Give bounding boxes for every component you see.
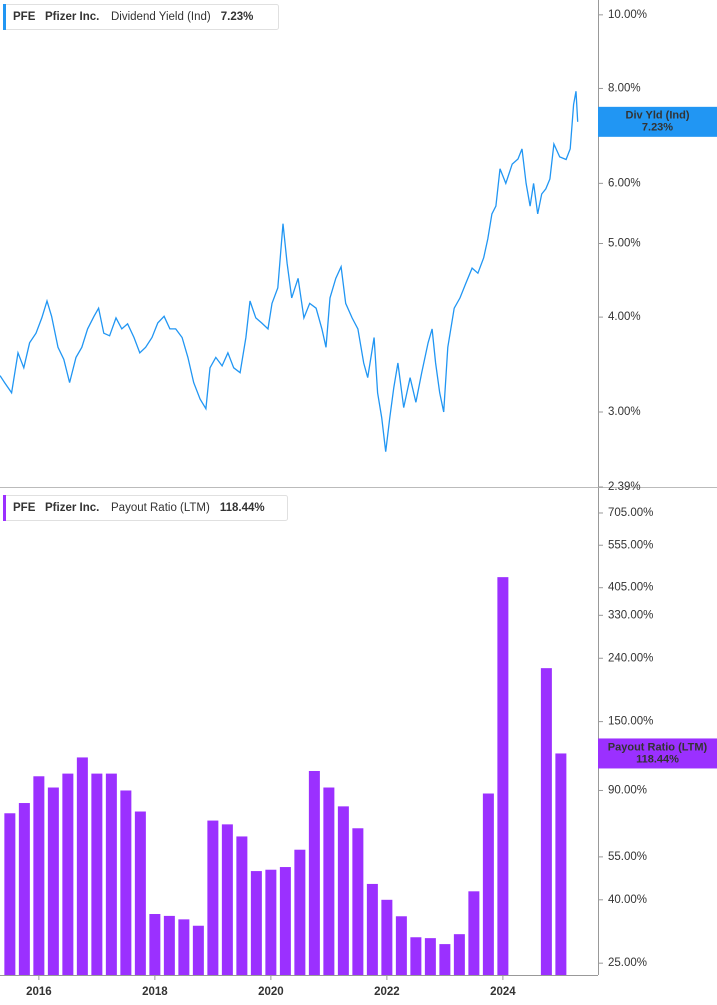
legend-series: Dividend Yield (Ind) (111, 11, 211, 23)
value-tag (598, 106, 717, 137)
bar (163, 915, 175, 975)
legend-ticker: PFE (13, 11, 36, 23)
bar (294, 849, 306, 975)
bar (236, 836, 248, 975)
bar (279, 867, 291, 975)
legend-swatch (3, 495, 6, 521)
y-tick-label: 405.00% (608, 582, 653, 594)
y-tick-label: 2.39% (608, 481, 641, 493)
bar (381, 899, 393, 975)
legend-value: 7.23% (221, 11, 254, 23)
bar (497, 577, 509, 975)
bar (424, 938, 436, 975)
value-tag (598, 738, 717, 769)
y-tick-label: 240.00% (608, 652, 653, 664)
y-tick-label: 25.00% (608, 957, 647, 969)
value-tag-value: 118.44% (636, 753, 679, 765)
x-tick-label: 2020 (258, 986, 284, 998)
value-tag-label: Div Yld (Ind) (626, 110, 690, 122)
bar (453, 934, 465, 975)
bar (192, 925, 204, 975)
bar (410, 937, 422, 975)
bar (540, 668, 552, 975)
bar (207, 820, 219, 975)
bar (265, 869, 277, 975)
bar (4, 813, 16, 975)
bar (47, 787, 59, 975)
bar (33, 776, 45, 975)
bar (555, 753, 567, 975)
y-tick-label: 705.00% (608, 507, 653, 519)
value-tag-label: Payout Ratio (LTM) (608, 741, 708, 753)
bar (439, 944, 451, 975)
value-tag-value: 7.23% (642, 122, 673, 134)
y-tick-label: 6.00% (608, 177, 641, 189)
y-tick-label: 5.00% (608, 238, 641, 250)
bar (352, 828, 364, 975)
x-tick-label: 2024 (490, 986, 516, 998)
bar (62, 773, 74, 975)
bar (120, 790, 132, 975)
bar (482, 793, 494, 975)
bar (134, 811, 146, 975)
bar (337, 806, 349, 975)
data-line (0, 91, 579, 452)
legend-company: Pfizer Inc. (45, 11, 99, 23)
legend-ticker: PFE (13, 502, 36, 514)
bar (105, 773, 117, 975)
y-tick-label: 330.00% (608, 609, 653, 621)
bar (323, 787, 335, 975)
bar (18, 803, 30, 975)
y-tick-label: 55.00% (608, 851, 647, 863)
y-tick-label: 8.00% (608, 82, 641, 94)
legend-value: 118.44% (220, 502, 265, 514)
bar (149, 914, 161, 975)
legend-swatch (3, 4, 6, 30)
bar (395, 916, 407, 975)
y-tick-label: 40.00% (608, 894, 647, 906)
x-tick-label: 2018 (142, 986, 168, 998)
y-tick-label: 90.00% (608, 785, 647, 797)
y-tick-label: 10.00% (608, 9, 647, 21)
legend-company: Pfizer Inc. (45, 502, 99, 514)
y-tick-label: 150.00% (608, 716, 653, 728)
bar (468, 891, 480, 975)
bar (250, 871, 262, 975)
bar (221, 824, 233, 975)
y-tick-label: 4.00% (608, 311, 641, 323)
bar (366, 883, 378, 975)
bar (76, 757, 88, 975)
x-tick-label: 2016 (26, 986, 52, 998)
bar (91, 773, 103, 975)
y-tick-label: 3.00% (608, 406, 641, 418)
bar (308, 770, 320, 975)
legend-series: Payout Ratio (LTM) (111, 502, 210, 514)
bar (178, 919, 190, 975)
x-tick-label: 2022 (374, 986, 400, 998)
y-tick-label: 555.00% (608, 539, 653, 551)
